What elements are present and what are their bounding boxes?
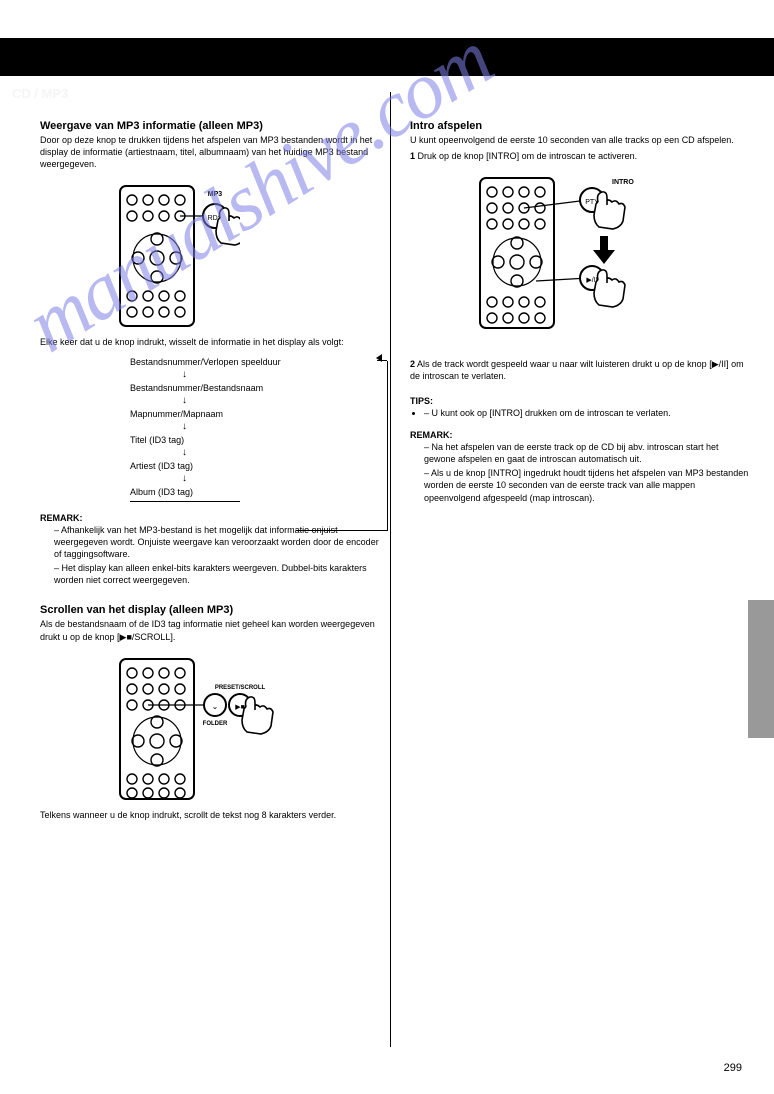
remote-figure-rds: RDS MP3: [40, 178, 380, 328]
tips-item: U kunt ook op [INTRO] drukken om de intr…: [424, 407, 750, 419]
step-number: 2: [410, 359, 415, 369]
remark-item: Na het afspelen van de eerste track op d…: [424, 441, 750, 465]
remark-label: REMARK:: [40, 513, 83, 523]
intro-label: INTRO: [612, 179, 634, 186]
right-column: Intro afspelen U kunt opeenvolgend de ee…: [410, 110, 750, 506]
folder-label: FOLDER: [203, 721, 228, 727]
tips-block: TIPS: U kunt ook op [INTRO] drukken om d…: [410, 395, 750, 419]
step-2: 2 Als de track wordt gespeeld waar u naa…: [410, 358, 750, 382]
remote-figure-intro: PTY INTRO ▶/II: [470, 170, 750, 350]
flow-return-bracket: [296, 361, 388, 531]
mp3-label: MP3: [208, 191, 223, 198]
remark-item: Als u de knop [INTRO] ingedrukt houdt ti…: [424, 467, 750, 503]
scroll-body: Als de bestandsnaam of de ID3 tag inform…: [40, 618, 380, 642]
intro-body: U kunt opeenvolgend de eerste 10 seconde…: [410, 134, 750, 146]
scroll-heading: Scrollen van het display (alleen MP3): [40, 604, 380, 616]
header-bar: [0, 38, 774, 76]
step-1: 1 Druk op de knop [INTRO] om de introsca…: [410, 150, 750, 162]
remark-block-right: REMARK: Na het afspelen van de eerste tr…: [410, 429, 750, 504]
tips-label: TIPS:: [410, 396, 433, 406]
mp3-info-heading: Weergave van MP3 informatie (alleen MP3): [40, 120, 380, 132]
info-flow-list: Bestandsnummer/Verlopen speelduur ↓ Best…: [130, 357, 380, 497]
left-column: Weergave van MP3 informatie (alleen MP3)…: [40, 110, 380, 825]
remote-figure-scroll: ⌄ ▶■ PRESET/SCROLL FOLDER: [40, 651, 380, 801]
step-number: 1: [410, 151, 415, 161]
scroll-body2: Telkens wanneer u de knop indrukt, scrol…: [40, 809, 380, 821]
remark-item: Het display kan alleen enkel-bits karakt…: [54, 562, 380, 586]
step-text: Als de track wordt gespeeld waar u naar …: [410, 359, 744, 381]
flow-intro: Elke keer dat u de knop indrukt, wisselt…: [40, 336, 380, 348]
side-tab: [748, 600, 774, 738]
intro-heading: Intro afspelen: [410, 120, 750, 132]
remark-label: REMARK:: [410, 430, 453, 440]
page-number: 299: [724, 1062, 742, 1074]
column-divider: [390, 92, 391, 1047]
mp3-info-body: Door op deze knop te drukken tijdens het…: [40, 134, 380, 170]
step-text: Druk op de knop [INTRO] om de introscan …: [418, 151, 638, 161]
faded-section-label: CD / MP3: [12, 86, 68, 101]
svg-text:⌄: ⌄: [212, 702, 219, 711]
preset-scroll-label: PRESET/SCROLL: [215, 685, 266, 691]
